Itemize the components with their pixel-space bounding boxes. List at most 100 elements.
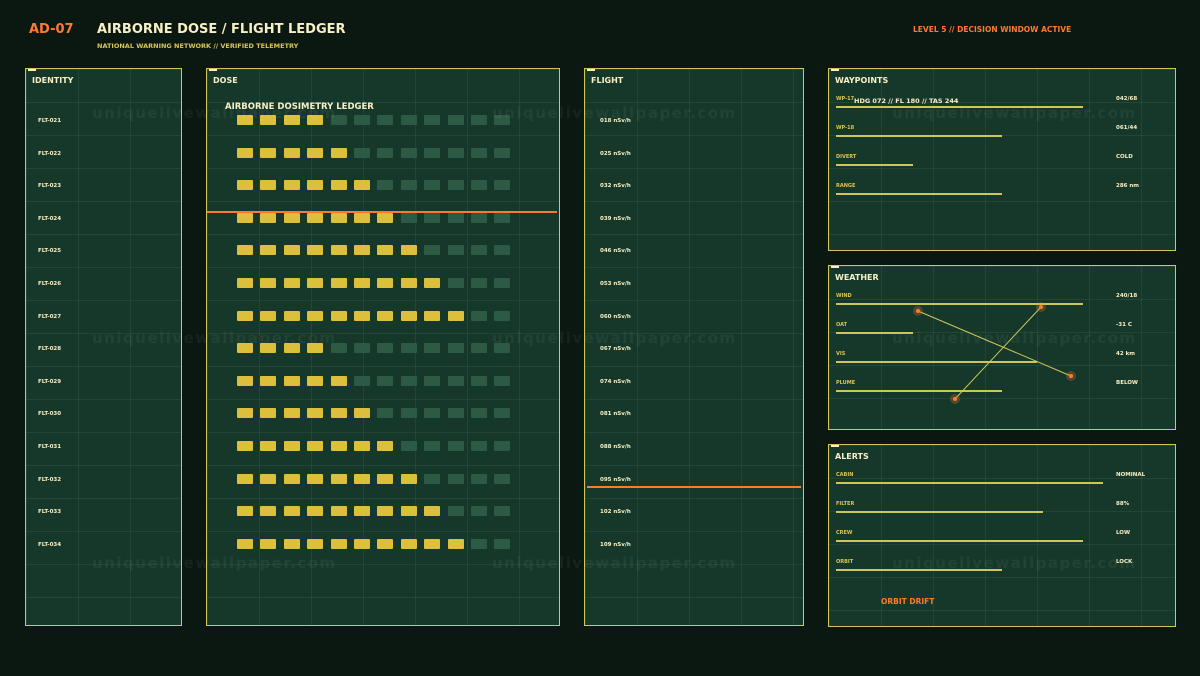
dose-cell-filled [354,506,370,517]
dose-cell-empty [447,147,464,158]
flight-id: FLT-032 [38,476,62,483]
dose-cell-filled [237,375,253,386]
flight-panel: FLIGHT 018 nSv/h 025 nSv/h 032 nSv/h 039 nS… [584,68,804,626]
dose-cell-empty [330,115,347,125]
dose-cell-filled [283,408,300,419]
dose-cell-filled [260,212,277,223]
dose-cell-empty [424,343,441,354]
dose-cell-empty [494,180,511,191]
row-value: -31 C [1116,322,1132,328]
dose-rate-value: 109 nSv/h [600,541,631,548]
dose-panel: DOSE AIRBORNE DOSIMETRY LEDGER [206,68,560,626]
row-value: BELOW [1116,380,1138,386]
dose-cell-empty [494,147,511,158]
dose-cell-filled [330,375,347,386]
trajectory-line-a [917,310,1072,377]
dose-cell-filled [424,310,441,321]
identity-panel-title: IDENTITY [32,76,74,85]
dose-cell-empty [424,245,441,256]
dose-cell-empty [471,180,487,191]
flight-id: FLT-023 [38,183,62,190]
row-value: 42 km [1116,351,1135,357]
dose-cell-empty [424,441,441,451]
dose-rate-value: 095 nSv/h [600,476,631,483]
dose-cell-filled [354,245,370,256]
dose-cell-filled [283,245,300,256]
dose-cell-filled [283,180,300,191]
flight-id: FLT-034 [38,541,62,548]
dose-rate-value: 025 nSv/h [600,150,631,157]
row-label: CREW [836,530,853,536]
dose-cell-filled [283,538,300,549]
dose-cell-filled [330,278,347,288]
dose-cell-empty [447,473,464,484]
dose-cell-filled [354,441,370,451]
dose-cell-filled [307,245,324,256]
dose-cell-empty [400,212,417,223]
weather-panel-title: WEATHER [835,273,879,282]
dose-cell-filled [354,473,370,484]
dose-cell-filled [260,441,277,451]
dose-cell-filled [260,278,277,288]
dose-cell-empty [377,408,394,419]
dose-cell-empty [471,473,487,484]
dose-cell-filled [400,506,417,517]
dose-cell-filled [237,538,253,549]
dose-cell-empty [377,115,394,125]
dose-cell-filled [283,441,300,451]
identity-panel: IDENTITY FLT-021 FLT-022 FLT-023 FLT-024 FLT… [25,68,182,626]
dose-cell-empty [447,375,464,386]
dose-cell-empty [377,180,394,191]
status-banner: LEVEL 5 // DECISION WINDOW ACTIVE [913,25,1072,34]
row-value: COLD [1116,154,1133,160]
dose-cell-empty [471,278,487,288]
dose-cell-filled [237,408,253,419]
row-value: 286 nm [1116,183,1140,189]
dose-cell-filled [237,115,253,125]
dose-cell-empty [471,538,487,549]
dose-rate-value: 053 nSv/h [600,281,631,287]
dose-cell-filled [377,310,394,321]
dose-cell-empty [471,506,487,517]
dose-cell-empty [424,473,441,484]
watermark: uniquelivewallpaper.com [492,554,737,572]
dose-cell-filled [400,473,417,484]
dose-cell-filled [400,538,417,549]
watermark: uniquelivewallpaper.com [92,104,337,122]
dose-cell-empty [447,278,464,288]
row-level-bar [836,332,913,334]
waypoints-panel: WAYPOINTS HDG 072 // FL 180 // TAS 244 W… [828,68,1176,251]
flight-id: FLT-026 [38,281,62,287]
dose-cell-filled [237,245,253,256]
row-label: ORBIT [836,559,854,565]
dose-cell-filled [237,180,253,191]
dose-cell-empty [330,343,347,354]
row-level-bar [836,540,1083,542]
watermark: uniquelivewallpaper.com [92,329,337,347]
dose-cell-filled [307,538,324,549]
dose-cell-empty [447,343,464,354]
dose-cell-empty [400,115,417,125]
dose-cell-filled [330,180,347,191]
dose-ledger-title: AIRBORNE DOSIMETRY LEDGER [225,102,374,112]
dose-cell-filled [330,473,347,484]
dose-cell-empty [471,212,487,223]
row-value: 061/44 [1116,125,1138,131]
dose-cell-filled [260,180,277,191]
dose-cell-empty [400,375,417,386]
flight-id: FLT-029 [38,378,62,385]
row-label: PLUME [836,380,856,386]
dose-cell-empty [494,310,511,321]
dose-cell-filled [307,375,324,386]
dose-cell-filled [307,441,324,451]
row-level-bar [836,361,1037,363]
dose-cell-filled [377,278,394,288]
trajectory-line-b [954,306,1042,400]
dose-cell-empty [447,180,464,191]
watermark: uniquelivewallpaper.com [492,104,737,122]
dose-cell-filled [400,278,417,288]
dose-panel-title: DOSE [213,76,238,85]
dose-cell-empty [471,115,487,125]
page-title: AIRBORNE DOSE / FLIGHT LEDGER [97,22,346,37]
dose-cell-empty [377,343,394,354]
